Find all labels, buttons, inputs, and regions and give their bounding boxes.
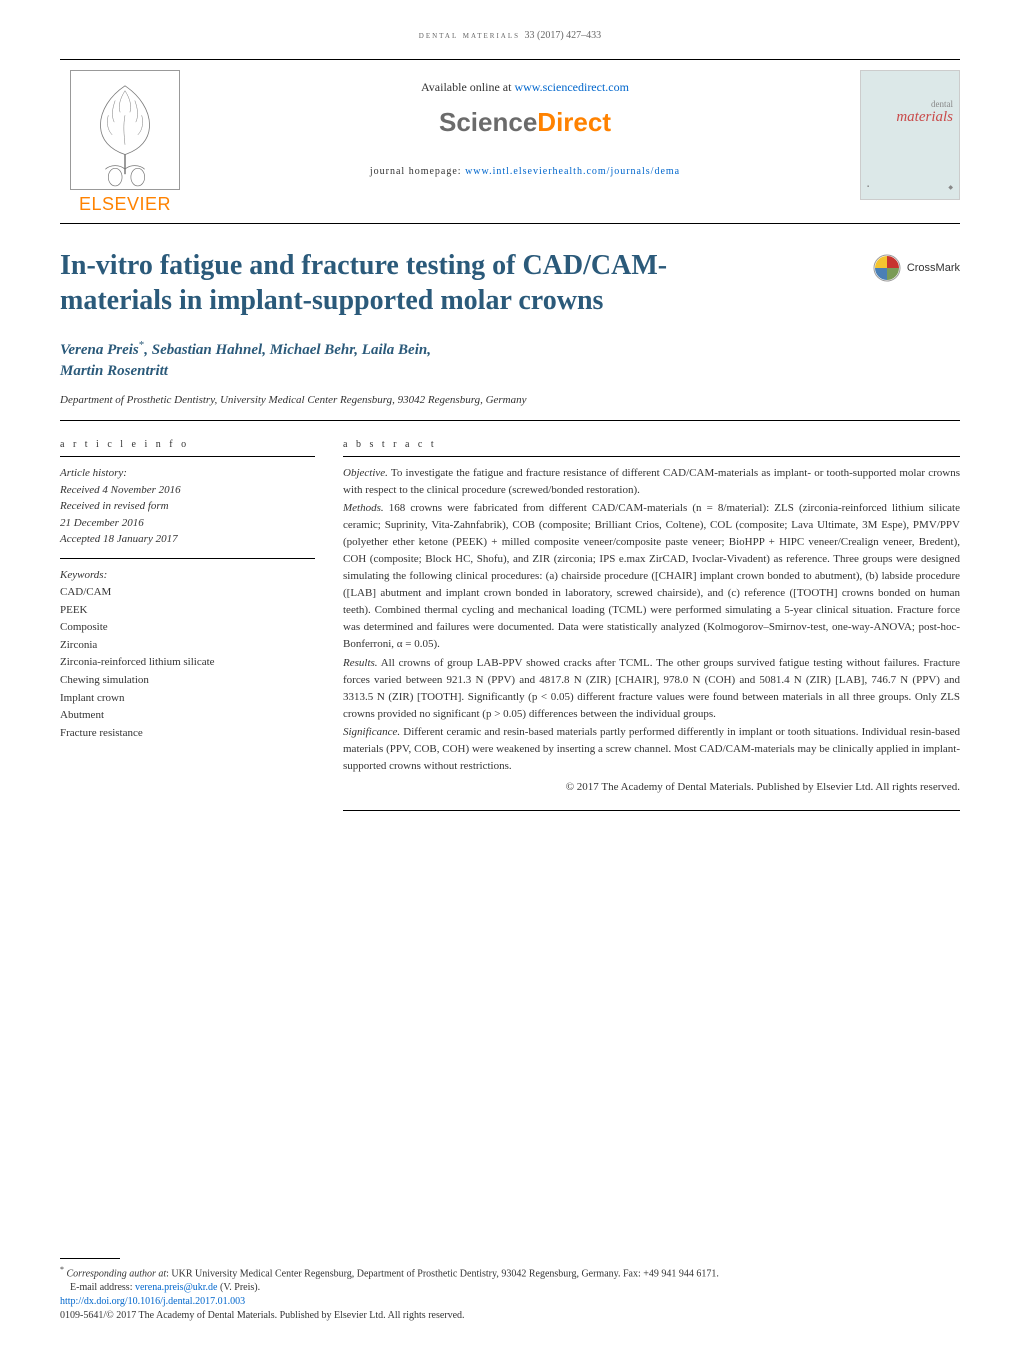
history-label: Article history: [60,465,315,482]
top-rule [60,59,960,60]
running-journal: dental materials [419,30,520,41]
sciencedirect-url[interactable]: www.sciencedirect.com [514,80,629,94]
fn-asterisk: * [60,1265,64,1274]
available-label: Available online at [421,80,514,94]
doi-link[interactable]: http://dx.doi.org/10.1016/j.dental.2017.… [60,1296,245,1307]
significance-label: Significance. [343,726,400,738]
kw-6: Implant crown [60,690,315,708]
info-rule-2 [60,558,315,559]
footnotes: * Corresponding author at: UKR Universit… [60,1258,960,1323]
left-col: a r t i c l e i n f o Article history: R… [60,439,315,811]
kw-7: Abutment [60,707,315,725]
kw-3: Zirconia [60,637,315,655]
sep-rule [60,420,960,421]
keywords-label: Keywords: [60,567,315,585]
methods-label: Methods. [343,502,384,514]
kw-4: Zirconia-reinforced lithium silicate [60,654,315,672]
author-1: Verena Preis [60,342,139,358]
email-label: E-mail address: [70,1282,135,1293]
affiliation: Department of Prosthetic Dentistry, Univ… [60,394,960,406]
cover-brand: dental materials [896,99,953,126]
article-info-head: a r t i c l e i n f o [60,439,315,450]
elsevier-wordmark: ELSEVIER [79,194,171,215]
elsevier-tree-icon [70,70,180,190]
cover-materials: materials [896,109,953,126]
authors-rest2: Martin Rosentritt [60,363,168,379]
authors-rest1: , Sebastian Hahnel, Michael Behr, Laila … [144,342,431,358]
running-pages: 33 (2017) 427–433 [525,30,602,41]
mid-rule [60,223,960,224]
significance-text: Different ceramic and resin-based materi… [343,726,960,772]
elsevier-logo: ELSEVIER [60,70,190,215]
cover-dental: dental [896,99,953,109]
article-title: In-vitro fatigue and fracture testing of… [60,248,760,318]
running-head: dental materials 33 (2017) 427–433 [60,30,960,41]
abstract-bottom-rule [343,810,960,811]
two-col: a r t i c l e i n f o Article history: R… [60,439,960,811]
abstract-head: a b s t r a c t [343,439,960,450]
corresponding-author: * Corresponding author at: UKR Universit… [60,1264,960,1281]
homepage-label: journal homepage: [370,166,465,177]
kw-8: Fracture resistance [60,725,315,743]
available-online: Available online at www.sciencedirect.co… [210,80,840,95]
objective-text: To investigate the fatigue and fracture … [343,467,960,496]
header-center: Available online at www.sciencedirect.co… [190,70,860,177]
info-rule-1 [60,456,315,457]
crossmark-badge[interactable]: CrossMark [873,254,960,282]
results-text: All crowns of group LAB-PPV showed crack… [343,657,960,720]
sciencedirect-logo: ScienceDirect [210,107,840,138]
homepage-url[interactable]: www.intl.elsevierhealth.com/journals/dem… [465,166,680,177]
revised1: Received in revised form [60,498,315,515]
sd-science: Science [439,107,537,137]
email-line: E-mail address: verena.preis@ukr.de (V. … [60,1281,960,1295]
issn-line: 0109-5641/© 2017 The Academy of Dental M… [60,1309,960,1323]
kw-5: Chewing simulation [60,672,315,690]
cover-bottom: ▪ ◆ [861,184,959,191]
corr-label: Corresponding author at [67,1268,167,1279]
journal-homepage: journal homepage: www.intl.elsevierhealt… [210,166,840,177]
authors: Verena Preis*, Sebastian Hahnel, Michael… [60,338,960,382]
keywords: Keywords: CAD/CAM PEEK Composite Zirconi… [60,567,315,743]
revised2: 21 December 2016 [60,515,315,532]
objective-label: Objective. [343,467,388,479]
article-history: Article history: Received 4 November 201… [60,465,315,548]
abstract-body: Objective. To investigate the fatigue an… [343,465,960,796]
kw-2: Composite [60,619,315,637]
methods-text: 168 crowns were fabricated from differen… [343,502,960,650]
email-who: (V. Preis). [218,1282,261,1293]
abstract-rule [343,456,960,457]
copyright: © 2017 The Academy of Dental Materials. … [343,779,960,796]
results-label: Results. [343,657,378,669]
crossmark-icon [873,254,901,282]
header-block: ELSEVIER Available online at www.science… [60,70,960,215]
sd-direct: Direct [537,107,611,137]
journal-cover: dental materials ▪ ◆ [860,70,960,200]
received: Received 4 November 2016 [60,482,315,499]
kw-1: PEEK [60,602,315,620]
footnote-rule [60,1258,120,1259]
crossmark-label: CrossMark [907,262,960,274]
cover-mark: ◆ [948,184,953,191]
title-row: In-vitro fatigue and fracture testing of… [60,248,960,338]
email-link[interactable]: verena.preis@ukr.de [135,1282,218,1293]
accepted: Accepted 18 January 2017 [60,531,315,548]
kw-0: CAD/CAM [60,584,315,602]
cover-sd-mark: ▪ [867,184,869,191]
corr-text: : UKR University Medical Center Regensbu… [166,1268,719,1279]
right-col: a b s t r a c t Objective. To investigat… [343,439,960,811]
